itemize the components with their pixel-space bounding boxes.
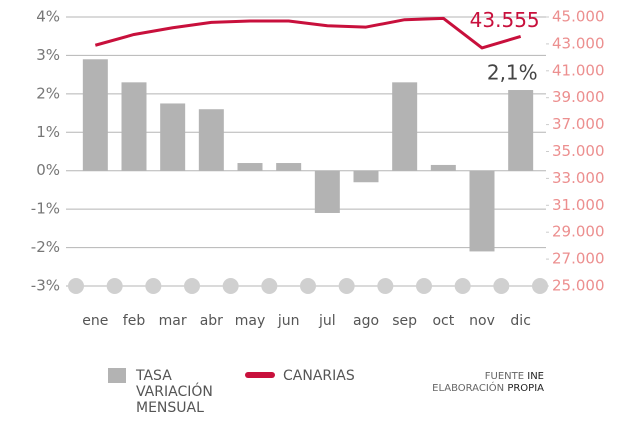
axis-dot <box>416 278 432 294</box>
axis-dot <box>261 278 278 294</box>
y-tick-label: 1% <box>36 123 60 141</box>
y-tick-label: -3% <box>31 277 60 295</box>
legend-swatch <box>245 372 275 378</box>
bar <box>469 170 495 252</box>
y2-tick-label: 43.000 <box>552 34 605 52</box>
data-label: 43.555 <box>470 8 540 32</box>
legend-label: CANARIAS <box>283 368 355 384</box>
axis-dot <box>222 278 239 294</box>
x-tick-label: may <box>235 313 266 329</box>
bar <box>353 170 379 183</box>
y-tick-label: -2% <box>31 238 60 256</box>
x-tick-label: mar <box>159 313 187 329</box>
axis-dot <box>493 278 510 294</box>
axis-dot <box>106 278 123 294</box>
legend-swatch <box>108 368 126 383</box>
source-text: FUENTE <box>484 371 525 382</box>
bar <box>198 109 224 171</box>
bar <box>276 163 302 171</box>
y2-tick-label: 27.000 <box>552 250 605 268</box>
axis-dot <box>532 278 548 294</box>
y2-tick-label: 31.000 <box>552 196 605 214</box>
y2-tick-label: 25.000 <box>552 277 605 295</box>
axis-dot <box>338 278 355 294</box>
bar <box>508 90 534 171</box>
bar <box>314 170 340 213</box>
x-tick-label: ago <box>353 313 379 329</box>
x-tick-label: oct <box>432 313 454 329</box>
y2-tick-label: 39.000 <box>552 88 605 106</box>
axis-dot <box>184 278 200 294</box>
bar <box>430 164 456 171</box>
source-text: INE <box>527 371 544 382</box>
x-tick-label: abr <box>200 313 223 329</box>
y2-tick-label: 29.000 <box>552 223 605 241</box>
line <box>94 16 522 50</box>
legend-label: TASA VARIACIÓN MENSUAL <box>136 368 213 416</box>
bar <box>121 82 147 171</box>
y2-tick-label: 41.000 <box>552 61 605 79</box>
data-label: 2,1% <box>487 61 538 85</box>
x-tick-label: jun <box>277 313 300 329</box>
y2-tick-label: 37.000 <box>552 115 605 133</box>
x-tick-label: dic <box>510 313 530 329</box>
y-tick-label: 4% <box>36 8 60 26</box>
y2-tick-label: 35.000 <box>552 142 605 160</box>
y-tick-label: -1% <box>31 200 60 218</box>
axis-dot <box>145 278 162 294</box>
y-tick-label: 2% <box>36 84 60 102</box>
x-tick-label: feb <box>123 313 146 329</box>
y2-tick-label: 33.000 <box>552 169 605 187</box>
axis-dot <box>68 278 84 294</box>
bar <box>160 103 186 171</box>
source: FUENTE INE ELABORACIÓN PROPIA <box>432 371 544 395</box>
y2-tick-label: 45.000 <box>552 8 605 26</box>
axis-dot <box>377 278 394 294</box>
x-tick-label: nov <box>469 313 495 329</box>
x-tick-label: ene <box>82 313 108 329</box>
x-tick-label: sep <box>392 313 417 329</box>
source-text: ELABORACIÓN <box>432 383 505 394</box>
bar <box>392 82 418 171</box>
bar <box>237 163 263 171</box>
axis-dot <box>300 278 316 294</box>
x-tick-label: jul <box>318 313 336 329</box>
y-tick-label: 3% <box>36 46 60 64</box>
bar <box>82 59 108 171</box>
axis-dot <box>454 278 471 294</box>
source-text: PROPIA <box>507 383 544 394</box>
y-tick-label: 0% <box>36 161 60 179</box>
